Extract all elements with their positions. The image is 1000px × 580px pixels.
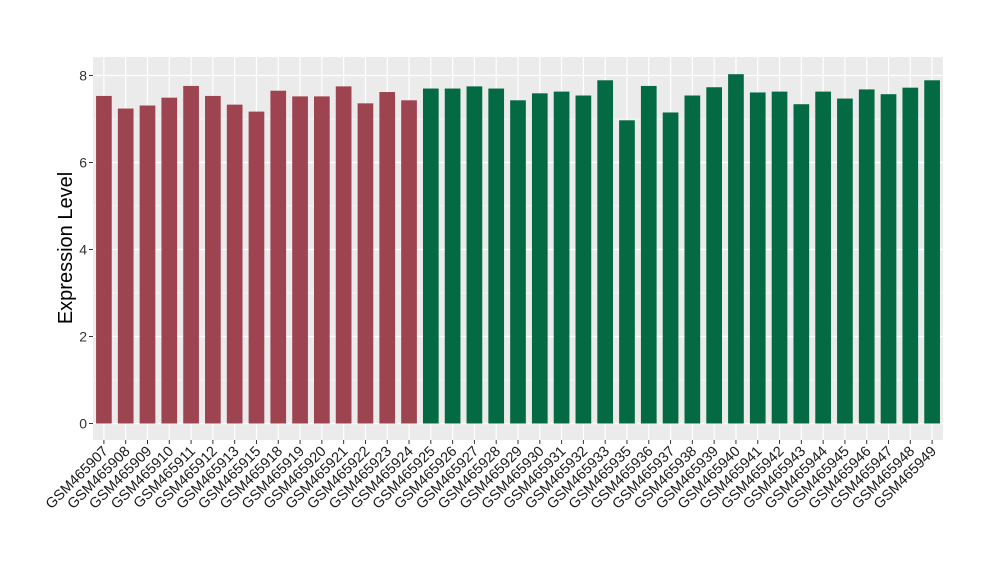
bar-GSM465922 (357, 103, 374, 424)
bar-GSM465926 (444, 88, 461, 424)
bar-GSM465944 (815, 91, 831, 424)
bar-GSM465935 (619, 120, 635, 424)
bar-GSM465912 (205, 95, 221, 424)
bar-GSM465923 (379, 92, 396, 424)
bar-GSM465937 (662, 112, 679, 424)
bar-GSM465927 (466, 86, 483, 424)
y-axis-title: Expression Level (55, 172, 77, 324)
bar-GSM465943 (793, 104, 810, 424)
bar-GSM465915 (248, 111, 265, 424)
bar-GSM465910 (161, 97, 178, 424)
y-tick-label: 2 (79, 329, 87, 345)
bar-GSM465938 (684, 95, 701, 424)
bar-GSM465908 (117, 108, 134, 424)
x-axis: GSM465907GSM465908GSM465909GSM465910GSM4… (43, 440, 940, 512)
y-tick-label: 4 (79, 242, 87, 258)
bar-GSM465945 (837, 98, 853, 424)
bar-GSM465946 (858, 89, 875, 424)
bar-GSM465949 (924, 80, 940, 424)
bar-GSM465919 (292, 96, 308, 424)
y-axis: 0 2 4 6 8 (79, 68, 93, 432)
bar-GSM465925 (422, 88, 439, 424)
y-tick-label: 6 (79, 155, 87, 171)
bar-GSM465939 (706, 87, 722, 424)
bar-GSM465933 (597, 80, 614, 424)
bar-GSM465929 (510, 100, 526, 424)
bar-GSM465921 (335, 86, 352, 424)
bar-GSM465928 (488, 88, 505, 424)
bar-GSM465936 (640, 85, 657, 424)
bars (96, 74, 940, 424)
bar-GSM465907 (96, 95, 112, 424)
y-tick-label: 8 (79, 68, 87, 84)
bar-GSM465932 (575, 95, 592, 424)
bar-GSM465920 (314, 96, 330, 424)
bar-GSM465930 (531, 93, 548, 424)
y-tick-label: 0 (79, 416, 87, 432)
bar-GSM465924 (401, 100, 417, 424)
bar-GSM465918 (270, 90, 287, 424)
bar-GSM465909 (139, 105, 156, 424)
bar-GSM465913 (226, 104, 243, 424)
bar-GSM465931 (553, 91, 570, 424)
bar-GSM465948 (902, 87, 919, 424)
bar-GSM465940 (728, 74, 744, 424)
bar-GSM465947 (880, 94, 897, 424)
bar-GSM465941 (749, 92, 766, 424)
bar-GSM465942 (771, 91, 788, 424)
bar-GSM465911 (183, 85, 199, 424)
